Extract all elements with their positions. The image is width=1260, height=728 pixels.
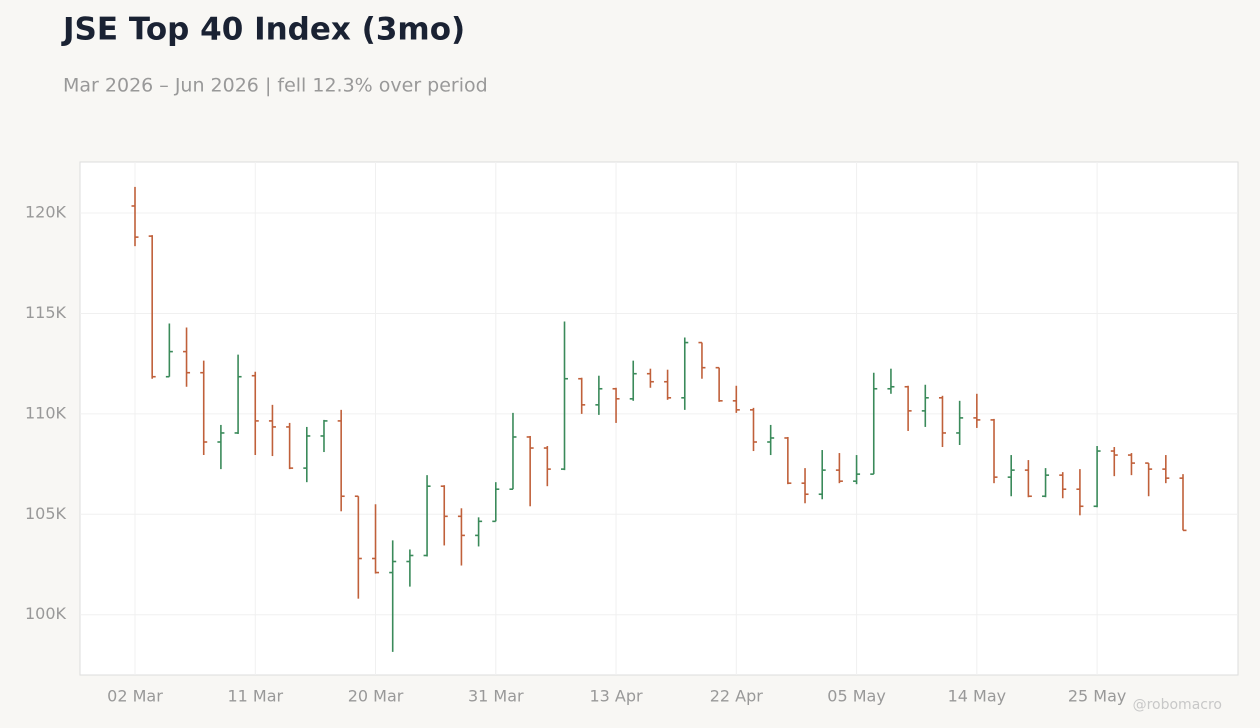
y-tick-label: 120K	[25, 203, 67, 222]
x-tick-label: 14 May	[948, 687, 1007, 706]
y-tick-label: 105K	[25, 504, 67, 523]
x-tick-label: 20 Mar	[348, 687, 404, 706]
x-tick-label: 31 Mar	[468, 687, 524, 706]
y-tick-label: 110K	[25, 403, 67, 422]
chart-subtitle: Mar 2026 – Jun 2026 | fell 12.3% over pe…	[63, 75, 488, 97]
x-tick-label: 05 May	[827, 687, 886, 706]
y-tick-label: 100K	[25, 604, 67, 623]
watermark: @robomacro	[1133, 697, 1222, 713]
x-tick-label: 22 Apr	[710, 687, 764, 706]
x-tick-label: 11 Mar	[227, 687, 283, 706]
plot-area	[79, 161, 1239, 676]
chart-title: JSE Top 40 Index (3mo)	[61, 12, 465, 48]
y-tick-label: 115K	[25, 303, 67, 322]
x-tick-label: 02 Mar	[107, 687, 163, 706]
x-tick-label: 13 Apr	[589, 687, 643, 706]
x-tick-label: 25 May	[1068, 687, 1127, 706]
